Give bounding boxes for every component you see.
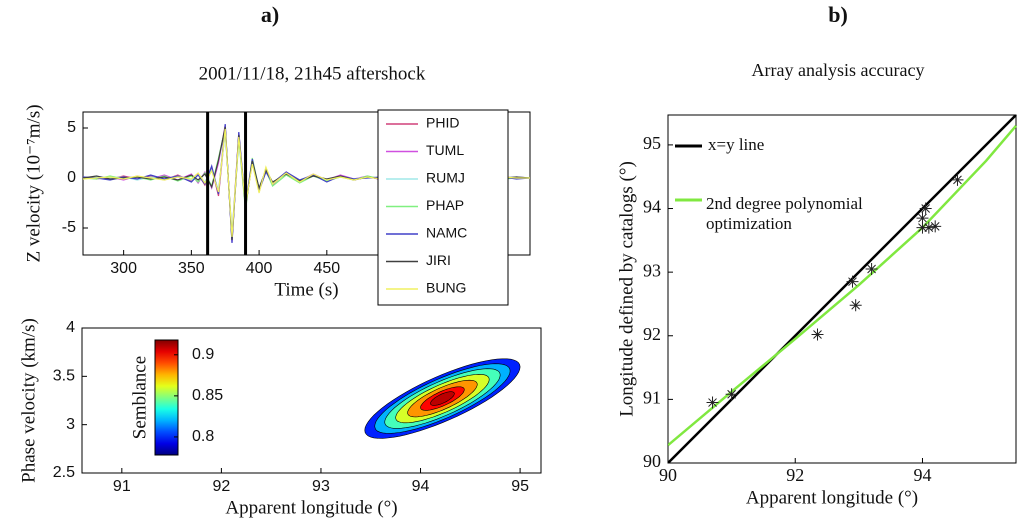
y-tick-label: 3.5 bbox=[53, 368, 75, 385]
plot-frame bbox=[81, 327, 542, 474]
catalog-point bbox=[811, 328, 824, 341]
fit-line bbox=[668, 124, 1017, 447]
plot-frame bbox=[667, 114, 1017, 464]
y-tick-label: 95 bbox=[643, 133, 661, 153]
x-axis-label: Apparent longitude (°) bbox=[746, 487, 918, 508]
legend-box bbox=[377, 109, 509, 306]
legend-label: BUNG bbox=[426, 280, 466, 296]
x-tick-label: 350 bbox=[178, 260, 205, 277]
catalog-point bbox=[846, 275, 859, 288]
y-tick-label: 4 bbox=[66, 319, 75, 336]
y-tick-label: 90 bbox=[643, 451, 661, 471]
x-tick-label: 400 bbox=[246, 260, 273, 277]
legend-label: 2nd degree polynomial optimization bbox=[706, 194, 863, 233]
x-tick-label: 450 bbox=[313, 260, 340, 277]
colorbar-label: Semblance bbox=[129, 356, 150, 439]
catalog-point bbox=[725, 388, 738, 401]
catalog-point bbox=[919, 202, 932, 215]
y-tick-label: 2.5 bbox=[53, 464, 75, 481]
legend-label: JIRI bbox=[426, 252, 451, 268]
legend-label: PHAP bbox=[426, 197, 464, 213]
y-axis-label: Phase velocity (km/s) bbox=[18, 318, 39, 483]
y-tick-label: 94 bbox=[643, 197, 661, 217]
catalog-point bbox=[849, 299, 862, 312]
y-tick-label: 93 bbox=[643, 260, 661, 280]
x-tick-label: 92 bbox=[212, 478, 230, 495]
catalog-point bbox=[706, 396, 719, 409]
catalog-point bbox=[916, 212, 929, 225]
y-tick-label: -5 bbox=[62, 219, 76, 236]
y-tick-label: 5 bbox=[67, 119, 76, 136]
legend-label: NAMC bbox=[426, 225, 467, 241]
legend-label: RUMJ bbox=[426, 170, 465, 186]
y-tick-label: 3 bbox=[66, 416, 75, 433]
chart-title: 2001/11/18, 21h45 aftershock bbox=[199, 63, 426, 84]
panel-label: b) bbox=[828, 2, 848, 27]
y-axis-label: Z velocity (10⁻⁷m/s) bbox=[23, 104, 44, 262]
y-tick-label: 92 bbox=[643, 324, 661, 344]
plot-area bbox=[668, 115, 1017, 463]
legend-label: x=y line bbox=[708, 135, 764, 154]
catalog-point bbox=[922, 221, 935, 234]
catalog-point bbox=[951, 173, 964, 186]
y-tick-label: 91 bbox=[643, 388, 661, 408]
semblance-contour bbox=[430, 391, 455, 406]
colorbar-tick-label: 0.9 bbox=[192, 346, 214, 363]
x-tick-label: 95 bbox=[511, 478, 529, 495]
x-tick-label: 92 bbox=[786, 465, 804, 485]
catalog-point bbox=[916, 221, 929, 234]
x-axis-label: Time (s) bbox=[274, 279, 338, 300]
y-axis-label: Longitude defined by catalogs (°) bbox=[616, 161, 637, 417]
catalog-point bbox=[929, 220, 942, 233]
x-tick-label: 91 bbox=[113, 478, 131, 495]
panel-label: a) bbox=[261, 2, 279, 27]
catalog-point bbox=[865, 262, 878, 275]
chart-title: Array analysis accuracy bbox=[752, 60, 925, 80]
legend-label: TUML bbox=[426, 142, 464, 158]
x-axis-label: Apparent longitude (°) bbox=[225, 497, 397, 518]
y-tick-label: 0 bbox=[67, 169, 76, 186]
x-tick-label: 300 bbox=[110, 260, 137, 277]
colorbar-tick-label: 0.85 bbox=[192, 387, 223, 404]
colorbar-tick-label: 0.8 bbox=[192, 428, 214, 445]
x-tick-label: 94 bbox=[913, 465, 931, 485]
fit-line bbox=[668, 115, 1017, 463]
colorbar bbox=[154, 339, 179, 456]
plot-frame bbox=[82, 111, 531, 256]
x-tick-label: 90 bbox=[659, 465, 677, 485]
legend-label: PHID bbox=[426, 115, 459, 131]
x-tick-label: 94 bbox=[412, 478, 430, 495]
x-tick-label: 93 bbox=[312, 478, 330, 495]
